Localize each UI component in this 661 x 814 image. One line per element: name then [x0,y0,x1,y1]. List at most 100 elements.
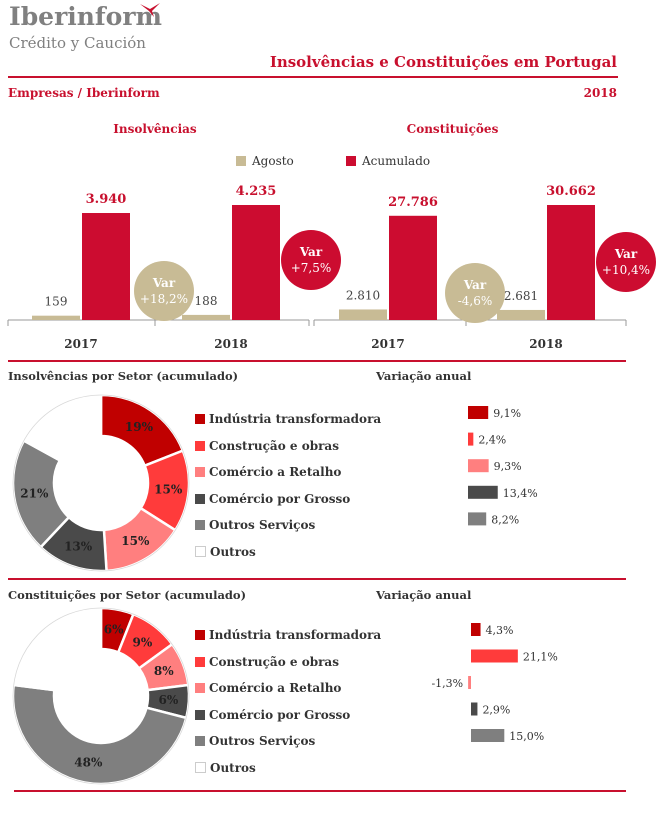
constituicoes-variation-bar [471,702,478,716]
insolvencias-variation-label: 9,3% [494,460,522,473]
insolvencias-legend-swatch [195,467,205,478]
bird-logo-icon [140,3,160,17]
constituicoes-legend-label: Construção e obras [209,654,339,669]
insolvencias-variation-label: 2,4% [478,434,506,447]
constituicoes-value-label: 27.786 [388,195,438,210]
insolvencias-value-label: 188 [195,294,218,308]
constituicoes-var-bubble-acumulado: Var +10,4% [596,232,656,292]
constituicoes-variation-bars: 4,3% 21,1% -1,3% 2,9% 15,0% [431,623,558,743]
insolvencias-donut-slice-label: 13% [64,540,93,554]
constituicoes-variacao-title: Variação anual [376,588,472,602]
insolvencias-bar-agosto-2017 [32,315,80,320]
insolvencias-legend-item: Construção e obras [195,433,381,460]
legend-acumulado-label: Acumulado [362,154,431,168]
constituicoes-legend-swatch [195,630,205,641]
insolvencias-legend-label: Comércio a Retalho [209,465,342,480]
insolvencias-legend-swatch [195,546,206,558]
insolvencias-value-label: 159 [45,295,68,309]
insolvencias-var-bubble-acumulado: Var +7,5% [281,230,341,290]
constituicoes-legend-swatch [195,736,205,747]
constituicoes-legend-item: Comércio a Retalho [195,675,381,702]
insolvencias-variation-bar [468,512,487,526]
brand-name: Iberinform [9,2,162,31]
constituicoes-bar-acumulado-2018 [547,205,595,320]
constituicoes-var-bubble-agosto: Var -4,6% [445,263,505,323]
insolvencias-legend-swatch [195,520,205,531]
constituicoes-legend-label: Comércio por Grosso [209,707,351,722]
insolvencias-legend-label: Outros Serviços [209,518,316,533]
constituicoes-legend-swatch [195,683,205,694]
svg-text:+7,5%: +7,5% [291,261,332,275]
insolvencias-legend-label: Indústria transformadora [209,412,382,427]
constituicoes-donut-chart: 6% 9%8% 6% 48% [11,606,191,786]
insolvencias-variation-label: 9,1% [493,407,521,420]
svg-text:Var: Var [463,278,487,292]
constituicoes-variation-bar [471,623,481,636]
constituicoes-value-label: 2.810 [346,288,380,302]
insolvencias-legend-item: Comércio por Grosso [195,486,381,513]
insolvencias-legend-item: Indústria transformadora [195,406,381,433]
insolvencias-legend-swatch [195,414,205,425]
insolvencias-bar-acumulado-2017 [82,213,130,320]
insolvencias-legend-item: Outros [195,539,381,566]
insolvencias-variation-bar [468,459,489,473]
constituicoes-variation-bar [468,676,471,689]
insolvencias-bar-acumulado-2018 [232,205,280,320]
constituicoes-sector-legend: Indústria transformadora Construção e obr… [195,622,381,781]
insolvencias-var-bubble-agosto: Var +18,2% [134,261,194,321]
insolvencias-donut-outline [12,394,190,572]
insolvencias-variation-bar [468,406,489,419]
svg-text:-4,6%: -4,6% [458,294,493,308]
constituicoes-bar-agosto-2018 [497,309,545,320]
page-year: 2018 [583,86,617,100]
constituicoes-legend-swatch [195,709,205,720]
svg-text:Var: Var [299,245,323,259]
constituicoes-legend-item: Comércio por Grosso [195,702,381,729]
insolvencias-category-label: 2018 [214,337,247,351]
insolvencias-donut-slice-label: 19% [125,420,154,434]
legend-acumulado: Acumulado [346,154,430,168]
insolvencias-donut-slice-label: 15% [154,482,183,496]
constituicoes-category-label: 2017 [371,337,404,351]
constituicoes-setor-title: Constituições por Setor (acumulado) [8,588,247,602]
insolvencias-value-label: 3.940 [86,192,127,207]
constituicoes-legend-label: Outros [210,760,256,775]
page-title: Insolvências e Constituições em Portugal [269,53,617,71]
constituicoes-value-label: 30.662 [546,184,596,199]
insolvencias-value-label: 4.235 [236,184,277,199]
constituicoes-legend-label: Comércio a Retalho [209,681,342,696]
constituicoes-variation-label: -1,3% [431,677,463,690]
insolvencias-legend-swatch [195,493,205,504]
insolvencias-donut-slice-label: 15% [121,534,150,548]
insolvencias-variacao-title: Variação anual [376,369,472,383]
constituicoes-legend-swatch [195,762,206,774]
section-divider-3 [14,790,626,792]
constituicoes-legend-item: Outros [195,755,381,782]
constituicoes-chart-title: Constituições [406,122,499,136]
constituicoes-donut-slice-label: 9% [132,636,152,650]
insolvencias-variation-bar [468,432,474,446]
insolvencias-category-label: 2017 [64,337,97,351]
insolvencias-donut-chart: 19% 15% 15% 13% 21% [11,393,191,573]
constituicoes-variation-label: 21,1% [523,651,558,664]
insolvencias-variation-label: 8,2% [491,513,519,526]
svg-text:+18,2%: +18,2% [140,292,188,306]
constituicoes-legend-item: Indústria transformadora [195,622,381,649]
insolvencias-legend-item: Outros Serviços [195,512,381,539]
constituicoes-variation-label: 15,0% [509,730,544,743]
top-bar-charts: 159 3.940 2017 188 4.235 2018 Var +18,2% Var +7,5… [7,184,656,351]
insolvencias-legend-label: Comércio por Grosso [209,491,351,506]
constituicoes-variation-label: 4,3% [486,624,514,637]
section-divider-1 [8,360,626,362]
svg-text:+10,4%: +10,4% [602,263,650,277]
constituicoes-variation-bar [471,649,518,663]
insolvencias-donut-slice-label: 21% [20,487,49,501]
insolvencias-variation-bar [468,485,498,499]
insolvencias-legend-label: Outros [210,544,256,559]
constituicoes-value-label: 2.681 [504,289,538,303]
insolvencias-legend-swatch [195,440,205,451]
constituicoes-variation-bar [471,729,505,742]
insolvencias-variation-label: 13,4% [503,487,538,500]
brand-tagline: Crédito y Caución [9,34,146,52]
insolvencias-variation-bars: 9,1% 2,4% 9,3% 13,4% 8,2% [468,406,538,526]
